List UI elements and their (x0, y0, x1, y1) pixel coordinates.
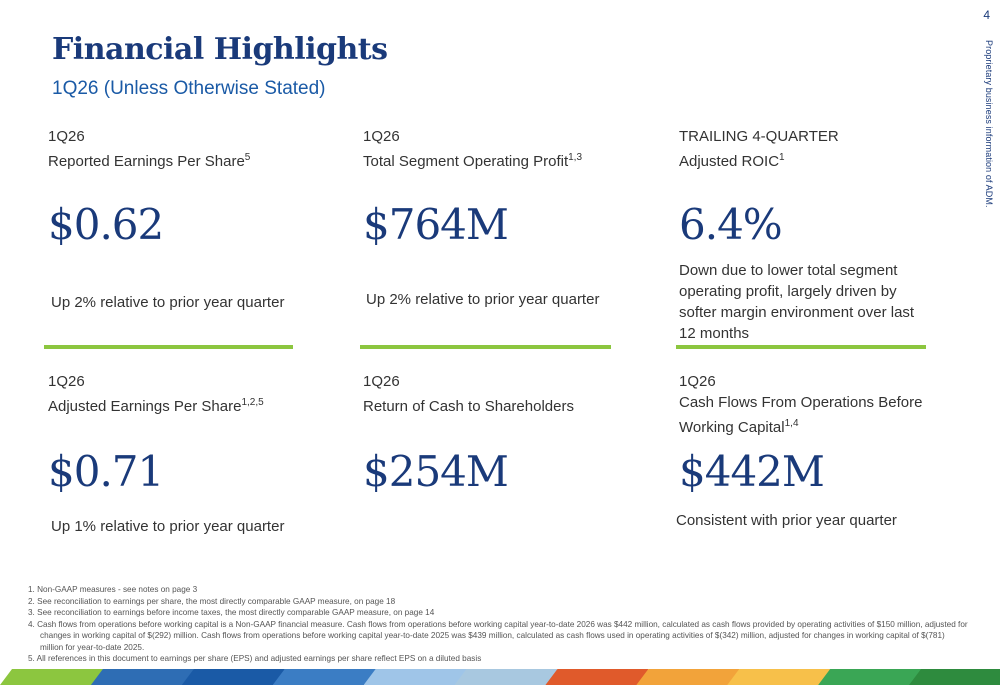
color-bar-segment (181, 669, 285, 685)
footnote-ref: 1,4 (784, 418, 799, 429)
metric-period: 1Q26 (363, 373, 400, 390)
footnote-ref: 5 (244, 152, 251, 163)
color-bar-segment (636, 669, 740, 685)
footnote: 1. Non-GAAP measures - see notes on page… (28, 585, 198, 594)
color-bar-segment (909, 669, 1000, 685)
metric-description: Consistent with prior year quarter (676, 512, 897, 529)
page-title: Financial Highlights (52, 32, 388, 67)
footnote: 4. Cash flows from operations before wor… (28, 619, 968, 652)
footnote-ref: 1,3 (568, 152, 583, 163)
metric-value: $764M (363, 200, 509, 249)
metric-card-cash-return: 1Q26 Return of Cash to Shareholders $254… (363, 371, 633, 497)
metric-label: Adjusted ROIC1 (679, 152, 785, 170)
metric-value: 6.4% (679, 200, 783, 249)
proprietary-label: Proprietary business information of ADM. (984, 40, 994, 208)
footnote: 5. All references in this document to ea… (28, 654, 482, 663)
metric-card-adjusted-eps: 1Q26 Adjusted Earnings Per Share1,2,5 $0… (48, 371, 318, 497)
metric-period: 1Q26 (48, 373, 85, 390)
metric-label: Adjusted Earnings Per Share1,2,5 (48, 397, 264, 415)
metric-description: Up 1% relative to prior year quarter (51, 518, 285, 535)
metric-value: $254M (363, 447, 509, 496)
color-bar-segment (727, 669, 831, 685)
metric-period: 1Q26 (48, 128, 85, 145)
metric-card-reported-eps: 1Q26 Reported Earnings Per Share5 $0.62 (48, 126, 318, 250)
footnote: 2. See reconciliation to earnings per sh… (28, 596, 396, 606)
page-number: 4 (983, 8, 990, 22)
divider (44, 345, 293, 349)
footnote-ref: 1,2,5 (241, 397, 264, 408)
metric-label: Reported Earnings Per Share5 (48, 152, 251, 170)
color-bar-segment (0, 669, 103, 685)
color-bar-segment (363, 669, 467, 685)
metric-description: Down due to lower total segment operatin… (679, 262, 915, 342)
metric-value: $442M (679, 447, 825, 496)
metric-description: Up 2% relative to prior year quarter (366, 291, 600, 308)
decorative-color-bar (0, 669, 1000, 685)
metric-label: Return of Cash to Shareholders (363, 398, 574, 415)
color-bar-segment (818, 669, 922, 685)
footnote-ref: 1 (779, 152, 785, 163)
metric-period: TRAILING 4-QUARTER (679, 128, 839, 145)
divider (360, 345, 611, 349)
metric-card-adjusted-roic: TRAILING 4-QUARTER Adjusted ROIC1 6.4% (679, 126, 949, 250)
page-subtitle: 1Q26 (Unless Otherwise Stated) (52, 78, 326, 99)
metric-value: $0.62 (48, 200, 164, 249)
color-bar-segment (545, 669, 649, 685)
metric-card-cash-flows-operations: 1Q26 Cash Flows From Operations Before W… (679, 371, 929, 497)
color-bar-segment (90, 669, 194, 685)
metric-period: 1Q26 (679, 373, 716, 390)
metric-label: Total Segment Operating Profit1,3 (363, 152, 583, 170)
color-bar-segment (272, 669, 376, 685)
divider (676, 345, 926, 349)
metric-card-segment-operating-profit: 1Q26 Total Segment Operating Profit1,3 $… (363, 126, 633, 250)
footnotes: 1. Non-GAAP measures - see notes on page… (28, 584, 968, 665)
metric-label: Cash Flows From Operations Before Workin… (679, 394, 923, 436)
color-bar-segment (454, 669, 558, 685)
footnote: 3. See reconciliation to earnings before… (28, 608, 435, 617)
metric-description: Up 2% relative to prior year quarter (51, 294, 285, 311)
metric-period: 1Q26 (363, 128, 400, 145)
metric-value: $0.71 (48, 447, 164, 496)
